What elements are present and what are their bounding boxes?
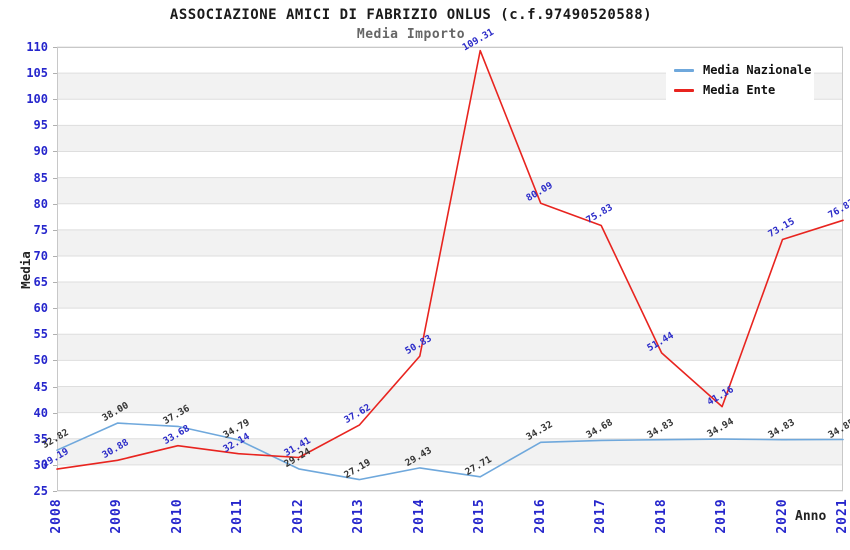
y-axis-tick-mark	[53, 491, 57, 492]
y-axis-tick-label: 80	[33, 196, 48, 211]
y-axis-tick-label: 110	[26, 40, 48, 54]
y-axis-tick-label: 90	[33, 144, 48, 159]
x-axis-tick-label: 2016	[532, 498, 548, 534]
chart-subtitle: Media Importo	[356, 27, 466, 42]
x-axis-tick-label: 2012	[290, 498, 306, 534]
y-axis-tick-label: 95	[33, 118, 48, 133]
legend-item-media-ente: Media Ente	[674, 83, 814, 97]
y-axis-tick-label: 45	[33, 379, 48, 394]
y-axis-tick-label: 55	[33, 327, 48, 342]
y-axis-tick-label: 75	[33, 222, 48, 237]
legend-swatch-media-ente-icon	[674, 88, 694, 92]
legend-label: Media Ente	[703, 83, 776, 97]
legend-label: Media Nazionale	[703, 63, 812, 77]
y-axis-tick-label: 105	[26, 66, 48, 81]
x-axis-tick-label: 2013	[351, 498, 367, 534]
y-axis-tick-label: 25	[33, 484, 48, 498]
x-axis-tick-label: 2011	[230, 498, 246, 534]
x-axis-tick-label: 2019	[714, 498, 730, 534]
x-axis-tick-label: 2015	[472, 498, 488, 534]
y-axis-tick-label: 100	[26, 92, 48, 107]
x-axis-tick-label: 2009	[109, 498, 125, 534]
x-axis-tick-label: 2020	[774, 498, 790, 534]
x-axis-tick-label: 2010	[169, 498, 185, 534]
x-axis-tick-label: 2018	[653, 498, 669, 534]
legend-swatch-media-nazionale-icon	[674, 68, 694, 72]
legend: Media Nazionale Media Ente	[666, 55, 814, 105]
legend-item-media-nazionale: Media Nazionale	[674, 63, 814, 77]
y-axis-tick-label: 50	[33, 353, 48, 368]
plot-area	[56, 46, 844, 492]
chart-title: ASSOCIAZIONE AMICI DI FABRIZIO ONLUS (c.…	[169, 7, 653, 23]
x-axis-tick-label: 2008	[49, 498, 64, 534]
y-axis-tick-label: 40	[33, 405, 48, 420]
y-axis-tick-label: 35	[33, 431, 48, 446]
y-axis-tick-label: 30	[33, 457, 48, 472]
x-axis-tick-label: 2017	[593, 498, 609, 534]
x-axis-title: Anno	[795, 509, 827, 524]
y-axis-title: Media	[18, 251, 33, 289]
y-axis-tick-label: 60	[33, 301, 48, 316]
y-axis-tick-label: 85	[33, 170, 48, 185]
x-axis-tick-label: 2014	[411, 498, 427, 534]
